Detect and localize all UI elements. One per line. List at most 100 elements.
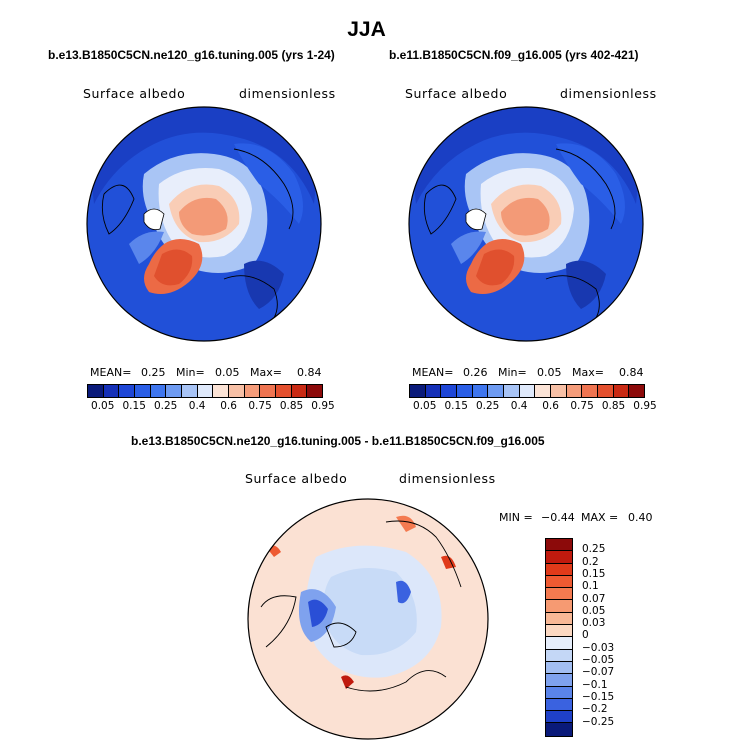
colorbar-swatch bbox=[551, 385, 567, 397]
colorbar-swatch bbox=[546, 539, 572, 552]
coastline-siberia bbox=[385, 520, 462, 588]
panel2-max-value: 0.84 bbox=[619, 366, 644, 379]
colorbar-swatch bbox=[197, 385, 214, 397]
positive-anomaly bbox=[396, 515, 416, 532]
figure-title: JJA bbox=[347, 18, 386, 41]
colorbar-swatch bbox=[598, 385, 614, 397]
colorbar-swatch bbox=[546, 551, 572, 564]
colorbar-tick-label: 0.6 bbox=[220, 400, 237, 412]
colorbar-tick-label: 0.4 bbox=[188, 400, 206, 412]
panel2-max-label: Max= bbox=[572, 366, 604, 379]
colorbar-tick-label: 0.85 bbox=[279, 400, 304, 412]
colorbar-swatch bbox=[472, 385, 489, 397]
colorbar-swatch bbox=[546, 723, 572, 736]
panel2-case-title: b.e11.B1850C5CN.f09_g16.005 (yrs 402-421… bbox=[389, 48, 639, 62]
colorbar-tick-label: −0.1 bbox=[582, 678, 608, 691]
colorbar-tick-label: 0.95 bbox=[633, 400, 657, 412]
colorbar-tick-label: 0.05 bbox=[91, 400, 115, 412]
colorbar-swatch bbox=[119, 385, 136, 397]
colorbar-tick-label: −0.25 bbox=[582, 715, 615, 728]
europe-land bbox=[566, 260, 606, 309]
panel1-max-label: Max= bbox=[250, 366, 282, 379]
colorbar-tick-label: 0.95 bbox=[311, 400, 335, 412]
siberia-land bbox=[234, 143, 303, 224]
colorbar-tick-label: 0.05 bbox=[582, 604, 606, 617]
colorbar-swatch bbox=[88, 385, 104, 397]
coastline-americas bbox=[260, 595, 297, 648]
colorbar-swatch bbox=[546, 563, 572, 576]
colorbar-tick-label: 0.4 bbox=[510, 400, 528, 412]
difference-title: b.e13.B1850C5CN.ne120_g16.tuning.005 - b… bbox=[131, 434, 545, 448]
colorbar-swatch bbox=[135, 385, 151, 397]
colorbar-tick-label: −0.07 bbox=[582, 666, 615, 679]
panel2-min-value: 0.05 bbox=[537, 366, 562, 379]
colorbar-swatch bbox=[425, 385, 442, 397]
panel2-colorbar bbox=[409, 384, 645, 398]
colorbar-swatch bbox=[546, 588, 572, 601]
colorbar-tick-label: 0 bbox=[582, 629, 589, 642]
colorbar-tick-label: 0.85 bbox=[601, 400, 626, 412]
colorbar-swatch bbox=[546, 637, 572, 650]
colorbar-swatch bbox=[546, 674, 572, 687]
colorbar-tick-label: 0.75 bbox=[248, 400, 272, 412]
colorbar-tick-label: −0.03 bbox=[582, 641, 615, 654]
panel1-colorbar-labels: 0.05 0.15 0.25 0.4 0.6 0.75 0.85 0.95 bbox=[87, 400, 335, 414]
panel2-mean-value: 0.26 bbox=[463, 366, 488, 379]
archipelago-strong-negative bbox=[308, 599, 328, 627]
coastline-west bbox=[423, 184, 457, 235]
colorbar-swatch bbox=[504, 385, 520, 397]
colorbar-tick-label: 0.03 bbox=[582, 617, 606, 630]
map-boundary bbox=[86, 106, 322, 342]
positive-anomaly bbox=[341, 675, 354, 689]
colorbar-swatch bbox=[546, 649, 572, 662]
colorbar-tick-label: −0.2 bbox=[582, 703, 608, 716]
panel1-units-label: dimensionless bbox=[239, 86, 336, 101]
colorbar-swatch bbox=[150, 385, 167, 397]
panel2-units-label: dimensionless bbox=[560, 86, 657, 101]
canada-land bbox=[129, 231, 164, 264]
colorbar-tick-label: −0.15 bbox=[582, 690, 615, 703]
greenland-core bbox=[476, 249, 515, 286]
panel2-min-label: Min= bbox=[498, 366, 527, 379]
difference-variable-label: Surface albedo bbox=[245, 471, 348, 486]
difference-min-label: MIN = bbox=[499, 511, 533, 524]
colorbar-tick-label: 0.6 bbox=[542, 400, 559, 412]
high-albedo-ice bbox=[501, 197, 550, 236]
difference-max-value: 0.40 bbox=[628, 511, 653, 524]
difference-max-label: MAX = bbox=[581, 511, 619, 524]
colorbar-swatch bbox=[629, 385, 645, 397]
colorbar-tick-label: 0.2 bbox=[582, 555, 599, 568]
difference-colorbar bbox=[545, 538, 573, 737]
colorbar-tick-label: 0.15 bbox=[582, 567, 606, 580]
colorbar-swatch bbox=[546, 661, 572, 675]
outer-ocean-field bbox=[409, 107, 643, 204]
coastline-west bbox=[101, 184, 135, 235]
panel1-case-title: b.e13.B1850C5CN.ne120_g16.tuning.005 (yr… bbox=[48, 48, 335, 62]
colorbar-tick-label: 0.05 bbox=[413, 400, 437, 412]
central-arctic-difference bbox=[323, 568, 417, 656]
colorbar-swatch bbox=[566, 385, 583, 397]
colorbar-swatch bbox=[441, 385, 458, 397]
europe-land bbox=[244, 260, 284, 309]
panel2-mean-label: MEAN= bbox=[412, 366, 454, 379]
siberian-negative bbox=[396, 580, 411, 604]
colorbar-tick-label: 0.07 bbox=[582, 592, 606, 605]
colorbar-swatch bbox=[546, 686, 572, 699]
colorbar-swatch bbox=[182, 385, 198, 397]
colorbar-swatch bbox=[291, 385, 308, 397]
colorbar-tick-label: 0.15 bbox=[444, 400, 468, 412]
colorbar-swatch bbox=[457, 385, 473, 397]
colorbar-swatch bbox=[103, 385, 120, 397]
difference-colorbar-labels: 0.25 0.2 0.15 0.1 0.07 0.05 0.03 0 −0.03 −0.05 −0.… bbox=[582, 538, 632, 738]
canada-land bbox=[451, 231, 486, 264]
difference-min-value: −0.44 bbox=[541, 511, 575, 524]
coastline-siberia bbox=[555, 148, 616, 230]
high-albedo-ice bbox=[179, 197, 228, 236]
colorbar-swatch bbox=[229, 385, 245, 397]
siberia-land bbox=[556, 143, 625, 224]
colorbar-swatch bbox=[546, 711, 572, 724]
colorbar-swatch bbox=[166, 385, 183, 397]
colorbar-tick-label: 0.25 bbox=[475, 400, 500, 412]
panel1-colorbar bbox=[87, 384, 323, 398]
colorbar-swatch bbox=[546, 600, 572, 613]
